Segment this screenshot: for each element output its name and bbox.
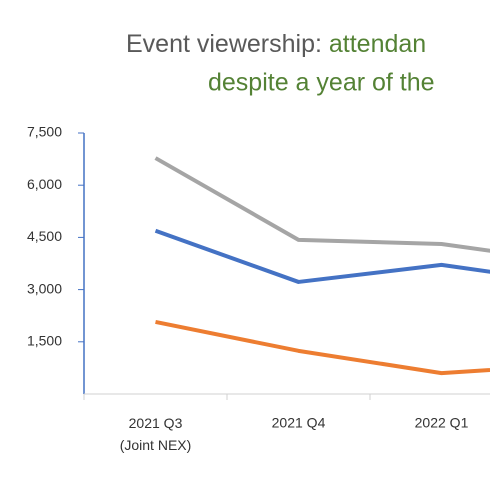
series-line — [154, 228, 490, 284]
x-tick-label: 2021 Q3 (Joint NEX) — [120, 415, 192, 453]
y-tick-label: 4,500 — [27, 228, 62, 244]
y-tick-label: 3,000 — [27, 280, 62, 296]
x-tick-line: (Joint NEX) — [120, 437, 192, 453]
x-tick-label: 2022 Q1 — [415, 415, 469, 431]
y-tick-label: 6,000 — [27, 176, 62, 192]
y-tick-label: 7,500 — [27, 124, 62, 140]
series-line — [155, 320, 490, 376]
series-line — [154, 156, 490, 253]
chart-title: Event viewership: attendan — [126, 30, 426, 58]
title-highlight: attendan — [329, 30, 426, 58]
y-tick-label: 1,500 — [27, 333, 62, 349]
title-main: Event viewership: — [126, 30, 329, 58]
x-tick-line: 2021 Q3 — [129, 415, 183, 431]
chart-subtitle: despite a year of the — [208, 69, 435, 97]
x-tick-label: 2021 Q4 — [272, 415, 326, 431]
